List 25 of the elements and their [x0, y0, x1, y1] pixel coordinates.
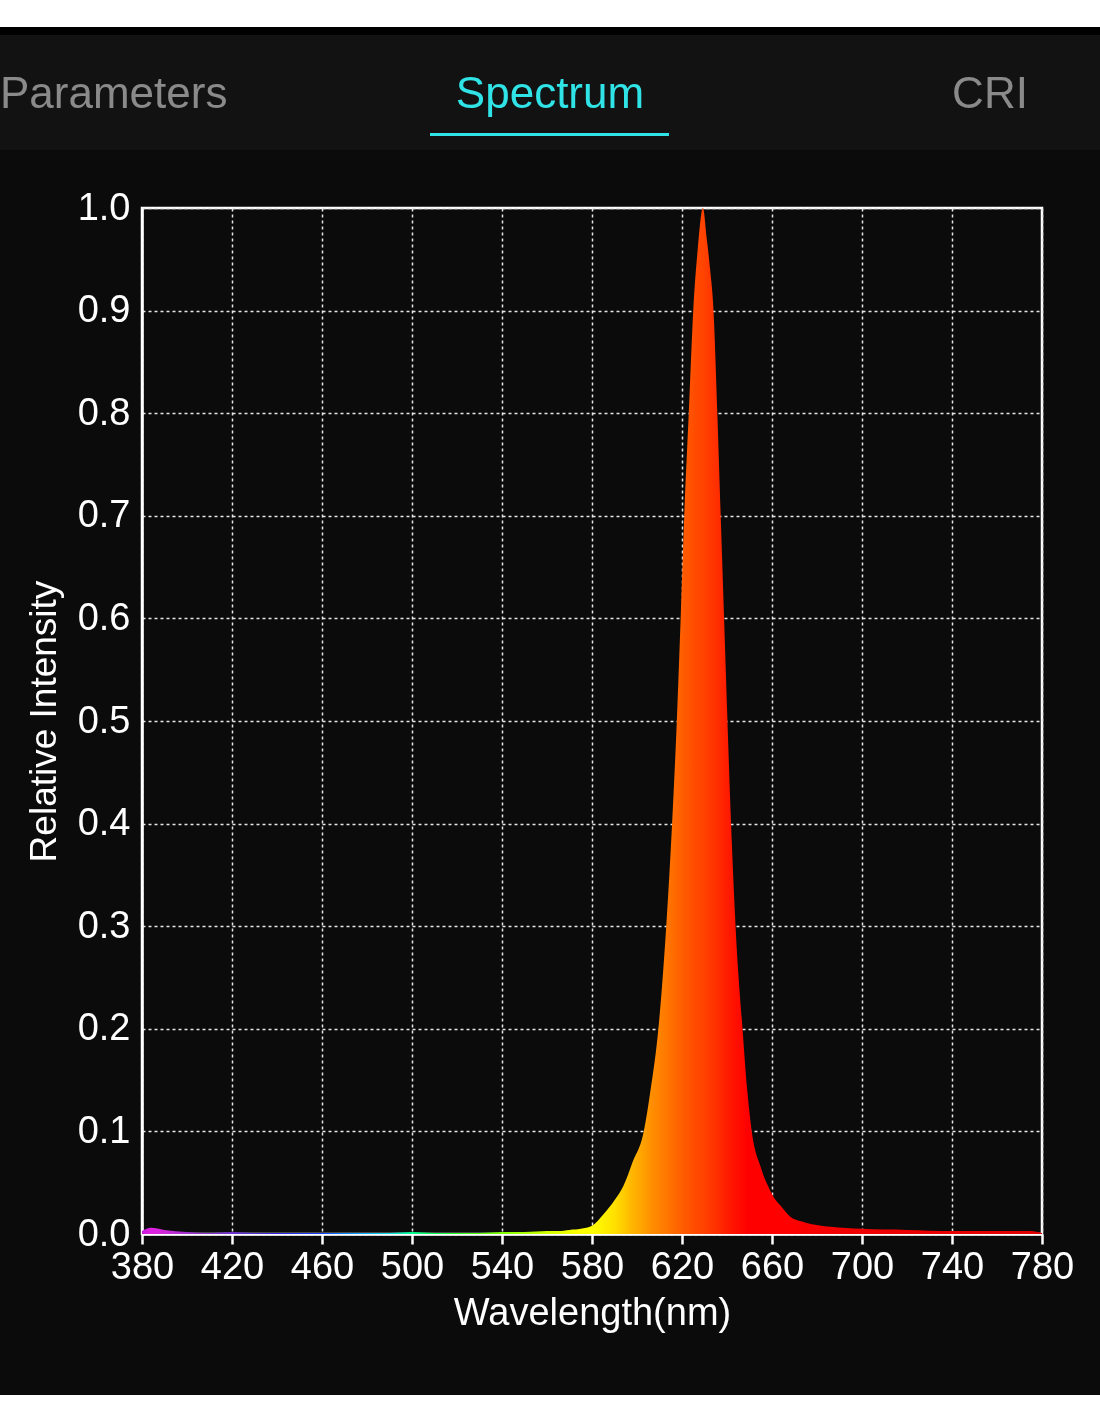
- chart-title: Spectrum: [455, 67, 645, 119]
- y-tick-label: 0.9: [77, 288, 131, 331]
- y-tick-label: 0.3: [77, 903, 131, 946]
- x-tick-label: 620: [650, 1244, 715, 1287]
- x-tick-label: 420: [200, 1244, 265, 1287]
- y-axis-title: Relative Intensity: [22, 580, 64, 863]
- y-tick-label: 0.7: [77, 493, 131, 536]
- y-tick-label: 0.5: [77, 698, 131, 741]
- text: Parameters: [0, 67, 228, 119]
- text: CRI: [952, 67, 1028, 119]
- y-tick-label: 0.1: [77, 1108, 131, 1151]
- x-tick-label: 580: [560, 1244, 625, 1287]
- y-tick-label: 0.4: [77, 801, 131, 844]
- x-tick-label: 780: [1010, 1244, 1075, 1287]
- x-axis-title: Wavelength(nm): [453, 1290, 732, 1333]
- x-tick-label: 660: [740, 1244, 805, 1287]
- x-tick-label: 500: [380, 1244, 445, 1287]
- y-tick-label: 0.6: [77, 595, 131, 638]
- y-tick-label: 1.0: [77, 185, 131, 228]
- x-tick-label: 740: [920, 1244, 985, 1287]
- y-tick-label: 0.2: [77, 1006, 131, 1049]
- x-tick-label: 700: [830, 1244, 895, 1287]
- x-tick-label: 540: [470, 1244, 535, 1287]
- y-tick-label: 0.8: [77, 390, 131, 433]
- x-tick-label: 460: [290, 1244, 355, 1287]
